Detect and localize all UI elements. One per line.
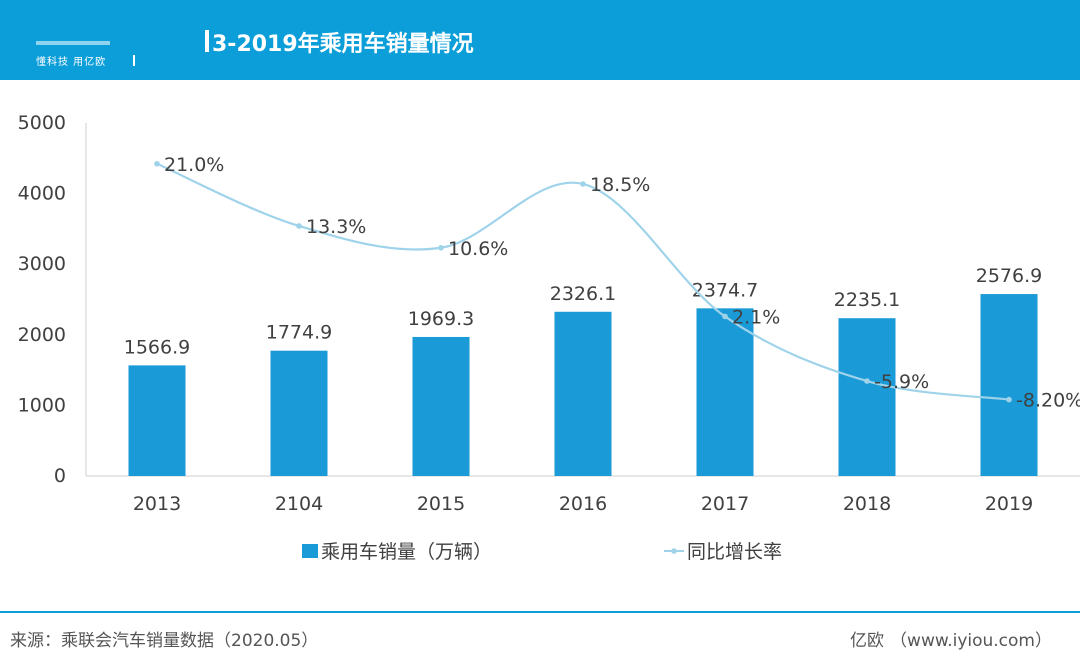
bar-2013 [128, 365, 186, 476]
bar-value-label: 2374.7 [692, 279, 758, 301]
x-tick-label: 2017 [701, 493, 749, 515]
bar-2018 [838, 318, 896, 476]
bar-2017 [696, 308, 754, 476]
growth-value-label: 21.0% [164, 154, 224, 176]
y-tick-label: 1000 [18, 394, 66, 416]
growth-point-2015 [438, 244, 444, 251]
legend-bar-swatch [302, 544, 318, 558]
bar-2104 [270, 350, 328, 476]
bar-2015 [412, 336, 470, 476]
logo-mark [36, 41, 110, 45]
x-tick-label: 2016 [559, 493, 607, 515]
growth-point-2104 [296, 223, 302, 229]
y-tick-label: 5000 [18, 112, 66, 134]
chart-area: 0 1000 2000 3000 4000 5000 1566.9 2013 1774.9 210… [18, 112, 1080, 563]
growth-value-label: 18.5% [590, 174, 650, 196]
growth-value-label: 2.1% [732, 306, 780, 328]
y-tick-label: 3000 [18, 253, 66, 275]
bar-2019 [980, 294, 1038, 476]
growth-point-2013 [154, 160, 160, 167]
header-banner: 懂科技 用亿欧 3-2019年乘用车销量情况 [0, 0, 1080, 80]
bar-value-label: 1969.3 [408, 308, 474, 330]
y-tick-label: 2000 [18, 324, 66, 346]
x-tick-label: 2104 [275, 493, 323, 515]
growth-value-label: -5.9% [874, 371, 929, 393]
x-tick-label: 2019 [985, 493, 1033, 515]
source-note: 来源：乘联会汽车销量数据（2020.05） [10, 631, 319, 651]
legend-bar-label: 乘用车销量（万辆） [321, 541, 492, 563]
bar-value-label: 1774.9 [266, 322, 332, 344]
bar-value-label: 2576.9 [976, 265, 1042, 287]
growth-point-2016 [580, 181, 586, 187]
title-marker [205, 30, 209, 52]
x-tick-label: 2013 [133, 493, 181, 515]
legend-line-label: 同比增长率 [687, 541, 782, 563]
bar-value-label: 2235.1 [834, 289, 900, 311]
growth-value-label: 10.6% [448, 238, 508, 260]
growth-point-2017 [722, 313, 728, 320]
x-tick-label: 2015 [417, 493, 465, 515]
growth-value-label: 13.3% [306, 216, 366, 238]
y-tick-label: 0 [54, 465, 66, 487]
growth-point-2019 [1006, 396, 1012, 403]
footer-divider [0, 611, 1080, 613]
brand-credit: 亿欧 （www.iyiou.com） [850, 626, 1058, 651]
bar-2016 [554, 311, 612, 476]
brand-url: （www.iyiou.com） [890, 631, 1052, 651]
growth-value-label: -8.20% [1016, 390, 1080, 412]
logo-tagline: 懂科技 用亿欧 [36, 57, 107, 68]
y-tick-label: 4000 [18, 183, 66, 205]
growth-point-2018 [864, 378, 870, 384]
brand-name: 亿欧 [850, 631, 885, 651]
bar-value-label: 2326.1 [550, 283, 616, 305]
chart-title: 3-2019年乘用车销量情况 [212, 32, 474, 57]
header-divider [133, 55, 135, 66]
legend-line-marker [671, 548, 677, 554]
x-tick-label: 2018 [843, 493, 891, 515]
bar-value-label: 1566.9 [124, 336, 190, 358]
